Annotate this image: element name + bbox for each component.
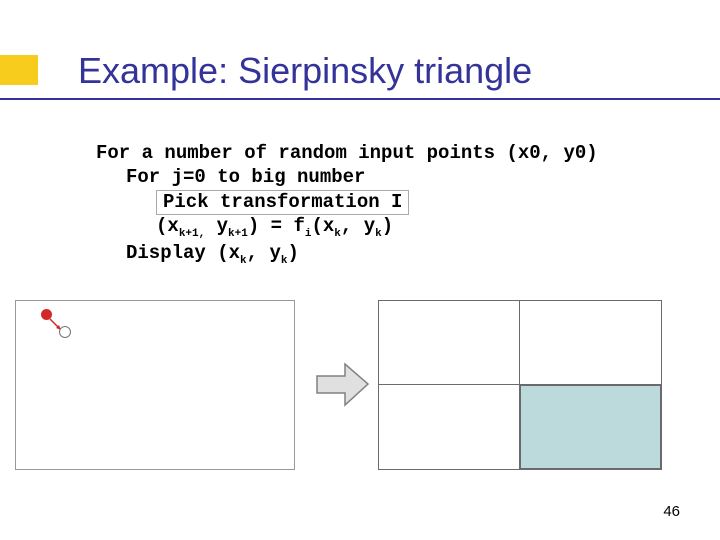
code-line-1: For a number of random input points (x0,… [96,142,598,166]
code-block: For a number of random input points (x0,… [96,142,598,268]
accent-block [0,55,38,85]
page-number: 46 [663,503,680,520]
code-line-2: For j=0 to big number [96,166,598,190]
quadrant-top-left [379,301,520,385]
circle-dot [59,326,71,338]
diagram-area [15,300,705,500]
code-line-5: Display (xk, yk) [96,242,598,269]
quadrant-bottom-left [379,385,520,469]
title-underline [0,98,720,100]
code-line-3: Pick transformation I [96,190,598,216]
page-title: Example: Sierpinsky triangle [78,50,532,92]
left-box [15,300,295,470]
quadrant-bottom-right [520,385,661,469]
code-line-4: (xk+1, yk+1) = fi(xk, yk) [96,215,598,242]
quadrant-top-right [520,301,661,385]
transform-arrow-icon [315,362,370,407]
right-box [378,300,662,470]
